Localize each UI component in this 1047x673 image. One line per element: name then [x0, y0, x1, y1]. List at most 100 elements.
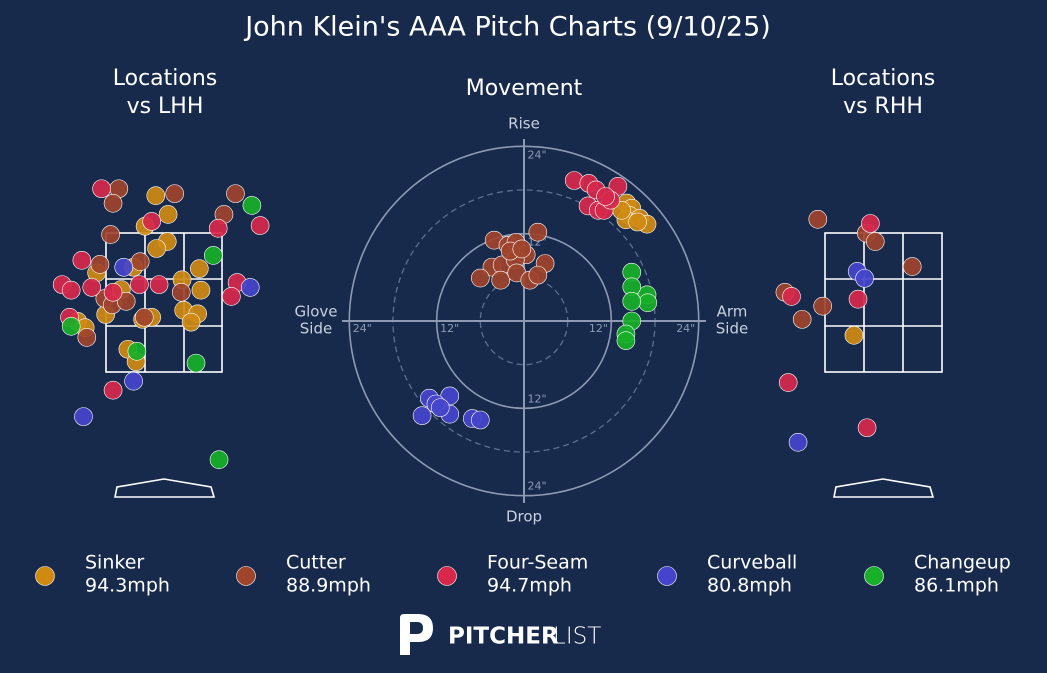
pitch-point — [471, 410, 490, 430]
y-tick-label: 12" — [527, 392, 546, 405]
pitch-point — [788, 433, 808, 452]
pitch-point — [222, 287, 241, 306]
legend-speed: 80.8mph — [707, 575, 792, 597]
legend-marker — [236, 566, 256, 586]
panel-title: Locations — [113, 66, 218, 91]
pitch-point — [92, 179, 111, 199]
legend-name: Curveball — [707, 552, 797, 574]
pitch-point — [103, 380, 123, 400]
pitch-point — [792, 310, 812, 329]
legend-speed: 86.1mph — [914, 575, 999, 597]
legend-marker — [35, 566, 55, 586]
home-plate — [833, 478, 935, 498]
legend-marker — [864, 566, 884, 586]
pitch-point — [412, 406, 432, 425]
x-tick-label: 24" — [676, 322, 695, 335]
legend-marker — [657, 566, 677, 586]
pitch-point — [116, 292, 136, 311]
pitch-point — [171, 282, 191, 302]
pitch-point — [158, 205, 178, 224]
pitch-point — [240, 278, 260, 297]
pitch-point — [130, 275, 149, 294]
pitch-point — [90, 255, 110, 274]
pitch-point — [848, 289, 868, 309]
pitch-point — [471, 268, 490, 288]
pitch-point — [142, 212, 161, 231]
legend-marker — [437, 566, 457, 586]
legend-name: Sinker — [85, 552, 144, 574]
panel-title: vs RHH — [843, 94, 923, 119]
pitch-point — [242, 196, 262, 215]
pitch-point — [147, 239, 166, 258]
pitch-point — [512, 239, 532, 259]
pitch-point — [528, 265, 548, 285]
pitch-point — [191, 280, 211, 300]
pitch-point — [124, 371, 143, 391]
pitch-point — [61, 280, 81, 300]
pitch-point — [186, 353, 206, 373]
brand-light: LIST — [553, 624, 601, 650]
pitch-point — [61, 317, 81, 336]
pitch-point — [628, 212, 647, 232]
pitch-point — [857, 418, 877, 438]
pitch-point — [208, 219, 228, 238]
pitch-point — [250, 216, 270, 235]
legend-speed: 94.7mph — [487, 575, 572, 597]
pitch-point — [103, 282, 123, 302]
panel-title: vs LHH — [127, 94, 204, 119]
x-tick-label: 24" — [353, 322, 372, 335]
pitch-point — [77, 328, 97, 347]
logo-icon — [400, 614, 433, 655]
pitch-point — [226, 184, 245, 203]
pitch-point — [902, 257, 922, 276]
logo: PITCHER LIST — [400, 614, 601, 655]
pitch-point — [861, 214, 880, 233]
pitch-point — [865, 232, 885, 251]
pitch-point — [165, 184, 184, 203]
brand-bold: PITCHER — [448, 624, 559, 650]
pitch-point — [181, 312, 201, 332]
axis-label: Arm — [717, 303, 748, 321]
pitch-point — [190, 259, 209, 278]
pitch-point — [134, 307, 154, 327]
pitch-point — [72, 251, 92, 270]
axis-label: Glove — [294, 303, 337, 321]
legend-name: Four-Seam — [487, 552, 588, 574]
axis-label: Rise — [508, 115, 540, 133]
panel-title: Movement — [466, 76, 583, 101]
pitch-point — [778, 373, 798, 392]
axis-label: Drop — [506, 508, 542, 526]
page-title: John Klein's AAA Pitch Charts (9/10/25) — [243, 12, 771, 43]
pitch-point — [813, 296, 833, 316]
home-plate — [114, 478, 216, 498]
pitch-point — [622, 292, 642, 311]
pitch-point — [114, 257, 134, 277]
pitch-point — [146, 186, 166, 206]
legend-name: Changeup — [914, 552, 1011, 574]
pitch-point — [149, 275, 169, 294]
pitch-point — [844, 326, 864, 345]
pitch-point — [430, 398, 450, 417]
panel-title: Locations — [831, 66, 936, 91]
legend-speed: 88.9mph — [286, 575, 371, 597]
axis-label: Side — [716, 320, 748, 338]
pitch-point — [855, 269, 874, 288]
y-tick-label: 24" — [527, 480, 546, 493]
pitch-point — [209, 450, 229, 470]
pitch-point — [616, 331, 636, 350]
pitch-point — [491, 270, 511, 290]
pitch-point — [101, 225, 120, 244]
pitch-point — [82, 278, 102, 297]
x-tick-label: 12" — [589, 322, 608, 335]
axis-label: Side — [300, 320, 332, 338]
pitch-point — [130, 252, 150, 272]
pitch-point — [74, 407, 93, 426]
legend-name: Cutter — [286, 552, 346, 574]
legend-speed: 94.3mph — [85, 575, 170, 597]
pitch-point — [596, 187, 615, 206]
pitch-point — [808, 210, 828, 229]
x-tick-label: 12" — [440, 322, 459, 335]
pitch-point — [638, 293, 658, 313]
pitch-point — [103, 194, 123, 213]
